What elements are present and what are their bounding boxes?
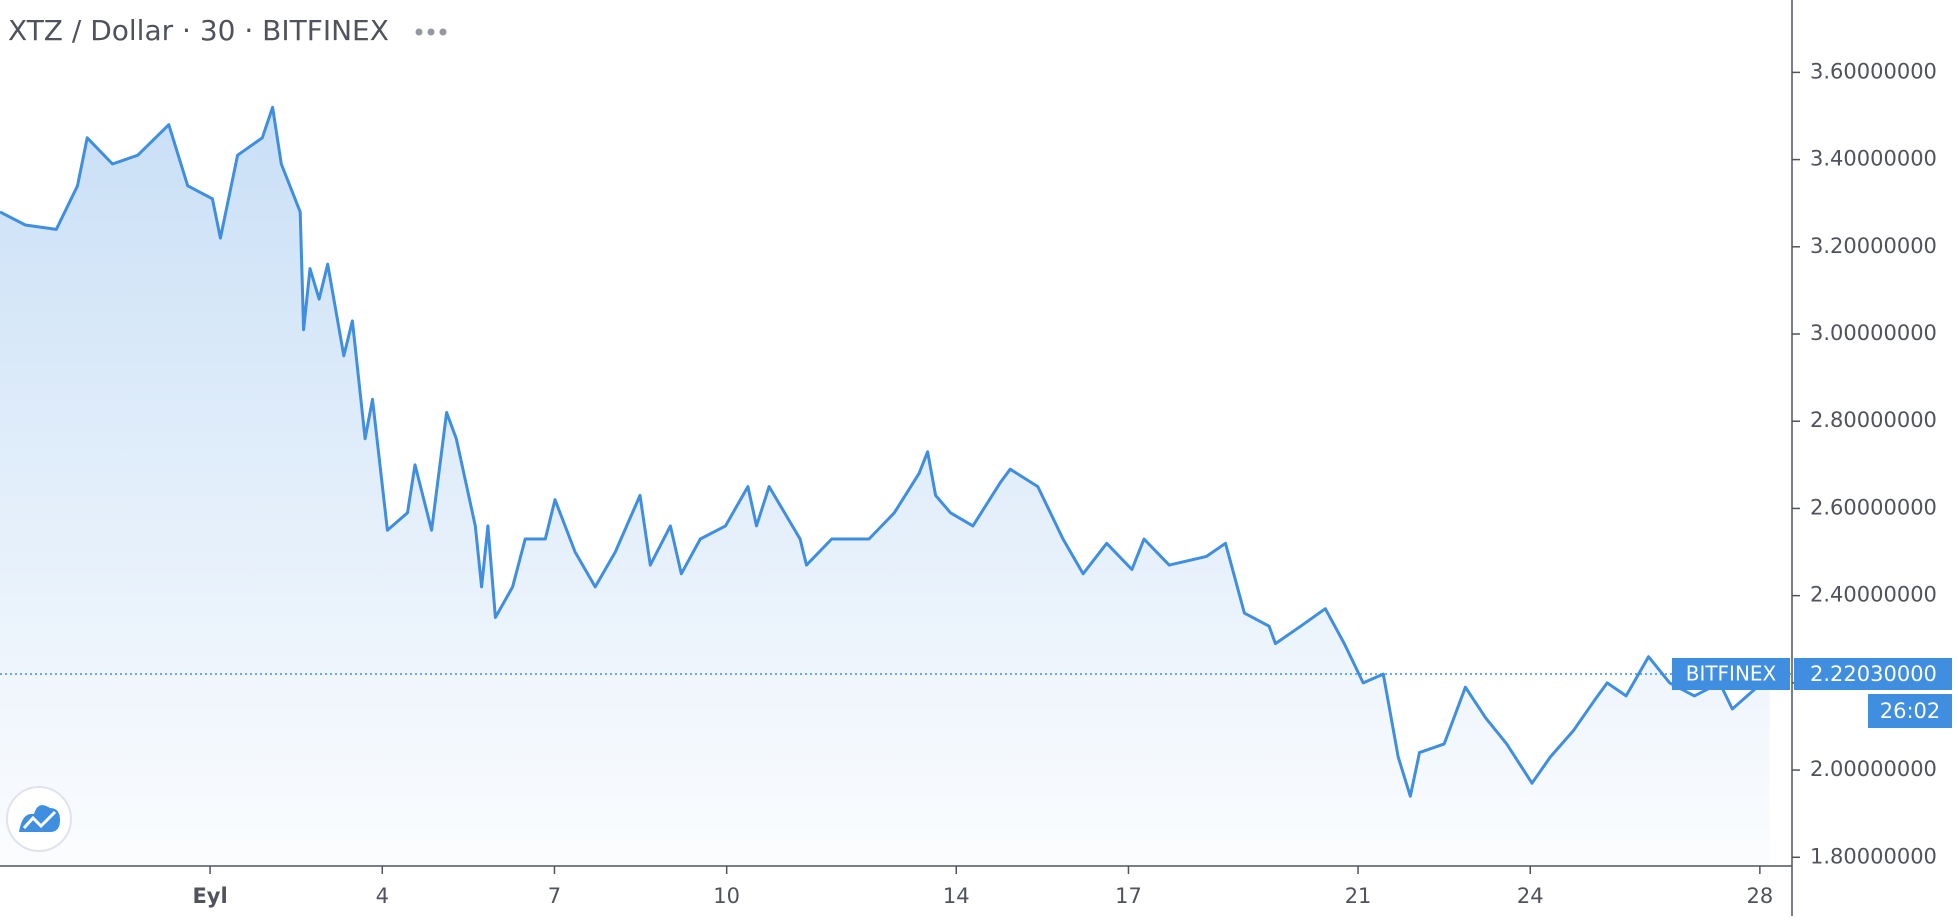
price-line (0, 105, 1771, 798)
x-tick-label: 7 (548, 884, 561, 908)
plot-area (0, 105, 1771, 867)
y-tick-label: 3.20000000 (1810, 234, 1937, 258)
y-tick-label: 3.40000000 (1810, 147, 1937, 171)
x-tick-label: 24 (1517, 884, 1544, 908)
x-tick-label: 14 (943, 884, 970, 908)
more-menu[interactable] (415, 28, 447, 36)
area-fill (0, 107, 1770, 867)
x-tick-label: 28 (1746, 884, 1773, 908)
y-tick-label: 2.60000000 (1810, 495, 1937, 519)
x-tick-label: 17 (1115, 884, 1142, 908)
symbol-title: XTZ / Dollar · 30 · BITFINEX (8, 14, 389, 47)
last-price-badge-bg (1794, 658, 1952, 691)
last-price-label: 2.22030000 (1810, 662, 1937, 686)
y-tick-label: 3.00000000 (1810, 321, 1937, 345)
y-tick-label: 1.80000000 (1810, 844, 1937, 868)
logo-button[interactable] (6, 786, 72, 852)
y-tick-label: 2.40000000 (1810, 583, 1937, 607)
countdown-bg (1868, 694, 1952, 729)
countdown: 26:02 (1880, 699, 1941, 723)
y-tick-label: 2.80000000 (1810, 408, 1937, 432)
x-tick-label: 4 (376, 884, 389, 908)
x-tick-label: 21 (1345, 884, 1372, 908)
y-tick-label: 2.00000000 (1810, 757, 1937, 781)
x-tick-label: Eyl (192, 884, 227, 908)
source-badge: BITFINEX (1686, 662, 1777, 686)
y-tick-label: 3.60000000 (1810, 59, 1937, 83)
source-badge-bg (1672, 658, 1790, 691)
x-tick-label: 10 (713, 884, 740, 908)
